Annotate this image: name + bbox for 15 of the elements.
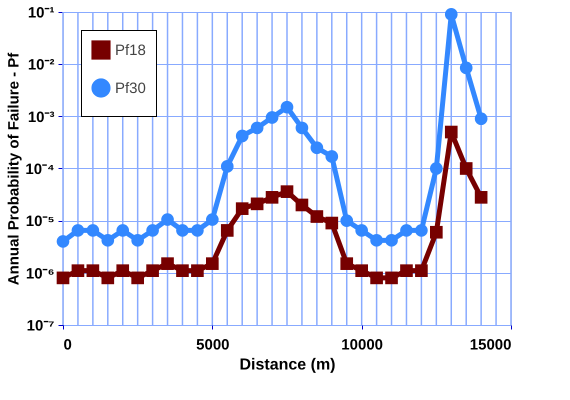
x-tick-label: 5000 (196, 336, 230, 354)
y-axis-title: Annual Probability of Failure - Pf (5, 52, 22, 286)
y-tick-label: 10⁻¹ (28, 4, 54, 22)
x-tick-label: 10000 (341, 336, 384, 354)
legend-label: Pf18 (115, 42, 146, 59)
y-tick-label: 10⁻⁷ (26, 318, 54, 334)
y-tick-label: 10⁻² (28, 56, 54, 74)
y-tick-label: 10⁻³ (28, 108, 54, 126)
x-tick-label: 15000 (470, 336, 512, 354)
x-axis-title: Distance (m) (239, 356, 336, 374)
y-tick-label: 10⁻⁴ (25, 161, 54, 178)
x-tick-label: 0 (64, 336, 72, 354)
legend-label: Pf30 (115, 80, 146, 97)
y-tick-label: 10⁻⁶ (26, 265, 54, 282)
y-tick-label: 10⁻⁵ (26, 213, 54, 230)
